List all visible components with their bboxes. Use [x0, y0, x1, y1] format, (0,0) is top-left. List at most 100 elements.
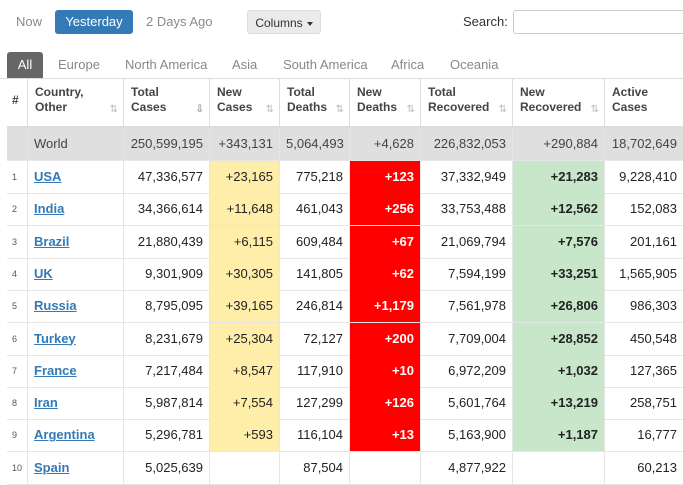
new-cases: +6,115: [210, 225, 280, 258]
sort-icon: ⇅: [498, 104, 507, 115]
total-deaths: 246,814: [280, 290, 350, 323]
tab-north-america[interactable]: North America: [125, 57, 208, 72]
total-recovered: 7,561,978: [421, 290, 513, 323]
row-index: 9: [7, 419, 28, 452]
world-new-cases: +343,131: [210, 128, 280, 160]
world-index: [7, 128, 28, 160]
tab-south-america[interactable]: South America: [283, 57, 368, 72]
country-link[interactable]: Spain: [34, 459, 70, 475]
row-index: 3: [7, 225, 28, 258]
new-cases: +30,305: [210, 257, 280, 290]
tab-all[interactable]: All: [7, 52, 43, 78]
new-cases: +39,165: [210, 290, 280, 323]
total-cases: 34,366,614: [124, 193, 210, 226]
header-total-recovered[interactable]: Total Recovered ⇅: [421, 79, 513, 126]
world-total-deaths: 5,064,493: [280, 128, 350, 160]
table-row: 10 Spain 5,025,639 87,504 4,877,922 60,213: [7, 451, 683, 485]
header-index[interactable]: #: [7, 79, 28, 126]
country-link[interactable]: Brazil: [34, 233, 70, 249]
total-deaths: 461,043: [280, 193, 350, 226]
new-recovered: +1,187: [513, 419, 605, 452]
total-deaths: 609,484: [280, 225, 350, 258]
total-cases: 5,987,814: [124, 387, 210, 420]
total-deaths: 141,805: [280, 257, 350, 290]
country-link[interactable]: Russia: [34, 298, 77, 314]
new-recovered: +26,806: [513, 290, 605, 323]
country-link[interactable]: Iran: [34, 395, 58, 411]
total-recovered: 6,972,209: [421, 354, 513, 387]
new-cases: +25,304: [210, 322, 280, 355]
world-new-recovered: +290,884: [513, 128, 605, 160]
table-row: 6 Turkey 8,231,679 +25,304 72,127 +200 7,709,0…: [7, 322, 683, 356]
new-cases: +11,648: [210, 193, 280, 226]
country-link[interactable]: India: [34, 201, 65, 217]
total-cases: 7,217,484: [124, 354, 210, 387]
new-recovered: +1,032: [513, 354, 605, 387]
total-recovered: 33,753,488: [421, 193, 513, 226]
new-deaths: +200: [350, 322, 421, 355]
yesterday-button[interactable]: Yesterday: [55, 10, 133, 34]
search-label: Search:: [463, 14, 508, 29]
sort-icon: ⇅: [335, 104, 344, 115]
new-recovered: [513, 451, 605, 484]
table-row: 2 India 34,366,614 +11,648 461,043 +256 33,753…: [7, 193, 683, 227]
sort-icon: ⇅: [590, 104, 599, 115]
country-link[interactable]: France: [34, 362, 77, 378]
tab-asia[interactable]: Asia: [232, 57, 258, 72]
region-tabs: All Europe North America Asia South Amer…: [0, 52, 683, 79]
two-days-ago-button[interactable]: 2 Days Ago: [146, 14, 213, 29]
header-new-deaths[interactable]: New Deaths ⇅: [350, 79, 421, 126]
header-new-cases[interactable]: New Cases ⇅: [210, 79, 280, 126]
new-cases: +23,165: [210, 161, 280, 193]
tab-oceania[interactable]: Oceania: [450, 57, 499, 72]
country-link[interactable]: USA: [34, 169, 62, 184]
table-row: 4 UK 9,301,909 +30,305 141,805 +62 7,594,199 +3…: [7, 257, 683, 291]
caret-down-icon: [306, 21, 313, 26]
header-new-recovered[interactable]: New Recovered ⇅: [513, 79, 605, 126]
tab-europe[interactable]: Europe: [58, 57, 100, 72]
total-recovered: 5,163,900: [421, 419, 513, 452]
total-deaths: 775,218: [280, 161, 350, 193]
country-link[interactable]: Turkey: [34, 330, 76, 346]
active-cases: 127,365: [630, 362, 677, 378]
header-new-deaths-line1: New: [357, 85, 382, 99]
new-deaths: +13: [350, 419, 421, 452]
header-country[interactable]: Country, Other ⇅: [28, 79, 124, 126]
row-index: 5: [7, 290, 28, 323]
header-total-cases[interactable]: Total Cases ⇩: [124, 79, 210, 126]
tab-africa[interactable]: Africa: [391, 57, 425, 72]
columns-button[interactable]: Columns: [247, 10, 321, 34]
header-total-deaths[interactable]: Total Deaths ⇅: [280, 79, 350, 126]
new-recovered: +21,283: [513, 161, 605, 193]
new-recovered: +13,219: [513, 387, 605, 420]
new-deaths: +123: [350, 161, 421, 193]
sort-icon: ⇅: [406, 104, 415, 115]
new-cases: +7,554: [210, 387, 280, 420]
row-index: 6: [7, 322, 28, 355]
total-deaths: 117,910: [280, 354, 350, 387]
search-input[interactable]: [513, 10, 683, 34]
country-link[interactable]: Argentina: [34, 427, 95, 443]
country-link: Iran: [28, 387, 124, 420]
total-recovered: 7,594,199: [421, 257, 513, 290]
active-cases: 9,228,410: [619, 169, 677, 184]
total-deaths: 116,104: [280, 419, 350, 452]
now-button[interactable]: Now: [16, 14, 43, 29]
new-cases: +8,547: [210, 354, 280, 387]
new-deaths: +1,179: [350, 290, 421, 323]
row-index: 7: [7, 354, 28, 387]
country-link: Brazil: [28, 225, 124, 258]
new-recovered: +33,251: [513, 257, 605, 290]
new-deaths: +67: [350, 225, 421, 258]
header-active-cases-line1: Active: [612, 85, 649, 99]
total-cases: 5,296,781: [124, 419, 210, 452]
total-recovered: 4,877,922: [421, 451, 513, 484]
row-index: 4: [7, 257, 28, 290]
active-cases: 152,083: [630, 201, 677, 217]
country-link[interactable]: UK: [34, 265, 53, 281]
header-active-cases[interactable]: Active Cases: [605, 79, 683, 126]
header-country-line2: Other: [35, 100, 68, 114]
country-link: Spain: [28, 451, 124, 484]
header-new-cases-line1: New: [217, 85, 242, 99]
header-country-line1: Country,: [35, 85, 84, 99]
